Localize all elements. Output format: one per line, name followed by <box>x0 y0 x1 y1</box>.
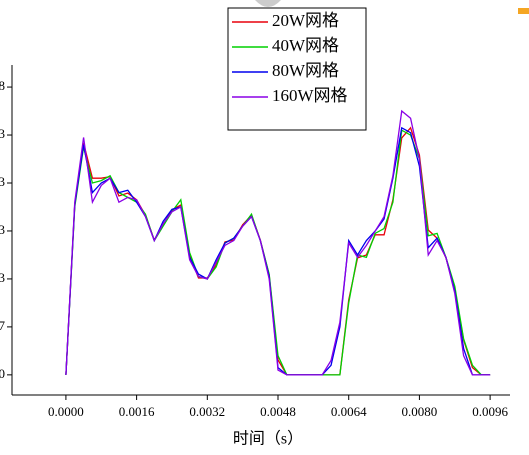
y-tick-label: 8 <box>0 78 5 93</box>
x-tick-label: 0.0000 <box>48 404 84 419</box>
series-line <box>65 126 491 376</box>
series-line <box>65 126 491 376</box>
y-tick-label: 3 <box>0 126 5 141</box>
x-tick-label: 0.0064 <box>331 404 367 419</box>
corner-mark <box>518 8 529 14</box>
series-line <box>65 109 491 376</box>
x-tick-label: 0.0048 <box>260 404 296 419</box>
x-tick-label: 0.0096 <box>472 404 508 419</box>
y-tick-label: 3 <box>0 222 5 237</box>
legend-box <box>227 7 367 131</box>
y-tick-label: 3 <box>0 270 5 285</box>
y-tick-label: 3 <box>0 174 5 189</box>
legend-label: 20W网格 <box>272 11 339 30</box>
x-tick-label: 0.0032 <box>189 404 225 419</box>
series-line <box>65 129 491 376</box>
top-shape <box>255 0 281 7</box>
x-axis-label: 时间（s） <box>233 430 303 448</box>
legend-label: 40W网格 <box>272 36 339 55</box>
x-tick-label: 0.0080 <box>402 404 438 419</box>
y-tick-label: 0 <box>0 366 5 381</box>
y-tick-label: 7 <box>0 318 6 333</box>
legend-label: 80W网格 <box>272 61 339 80</box>
legend: 20W网格 40W网格 80W网格 160W网格 <box>227 7 367 131</box>
legend-label: 160W网格 <box>272 86 348 105</box>
x-tick-label: 0.0016 <box>119 404 155 419</box>
